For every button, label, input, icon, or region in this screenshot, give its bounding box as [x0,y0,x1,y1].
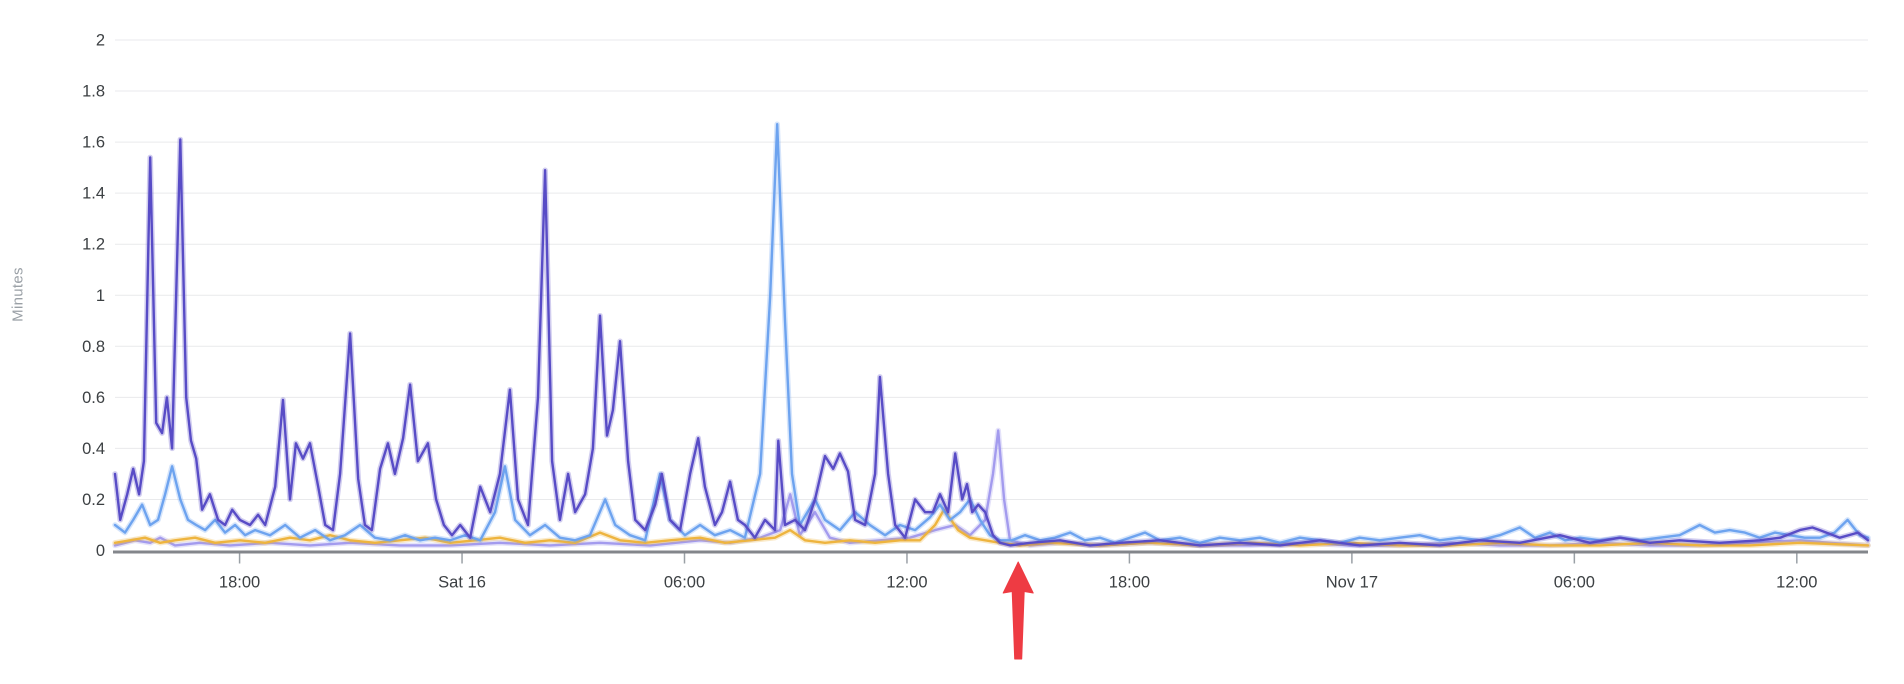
y-tick-label: 1 [96,287,105,305]
x-tick-label: 18:00 [219,574,260,592]
series-indigo-line [113,138,1870,547]
y-axis-title: Minutes [9,267,27,322]
x-tick-label: Sat 16 [438,574,486,592]
x-tick-label: 06:00 [664,574,705,592]
x-tick-label: 06:00 [1554,574,1595,592]
y-tick-label: 0.8 [82,338,105,356]
x-tick-label: 18:00 [1109,574,1150,592]
x-tick-label: 12:00 [886,574,927,592]
y-tick-label: 0 [96,542,105,560]
y-tick-label: 1.8 [82,83,105,101]
y-tick-label: 1.2 [82,236,105,254]
y-tick-label: 2 [96,32,105,50]
y-tick-label: 0.4 [82,440,105,458]
y-tick-label: 0.6 [82,389,105,407]
series-light-blue-line [113,123,1870,544]
y-tick-label: 1.6 [82,134,105,152]
x-tick-label: Nov 17 [1326,574,1378,592]
y-tick-label: 1.4 [82,185,105,203]
x-tick-label: 12:00 [1776,574,1817,592]
y-tick-label: 0.2 [82,491,105,509]
red-arrow-annotation [1002,561,1034,660]
